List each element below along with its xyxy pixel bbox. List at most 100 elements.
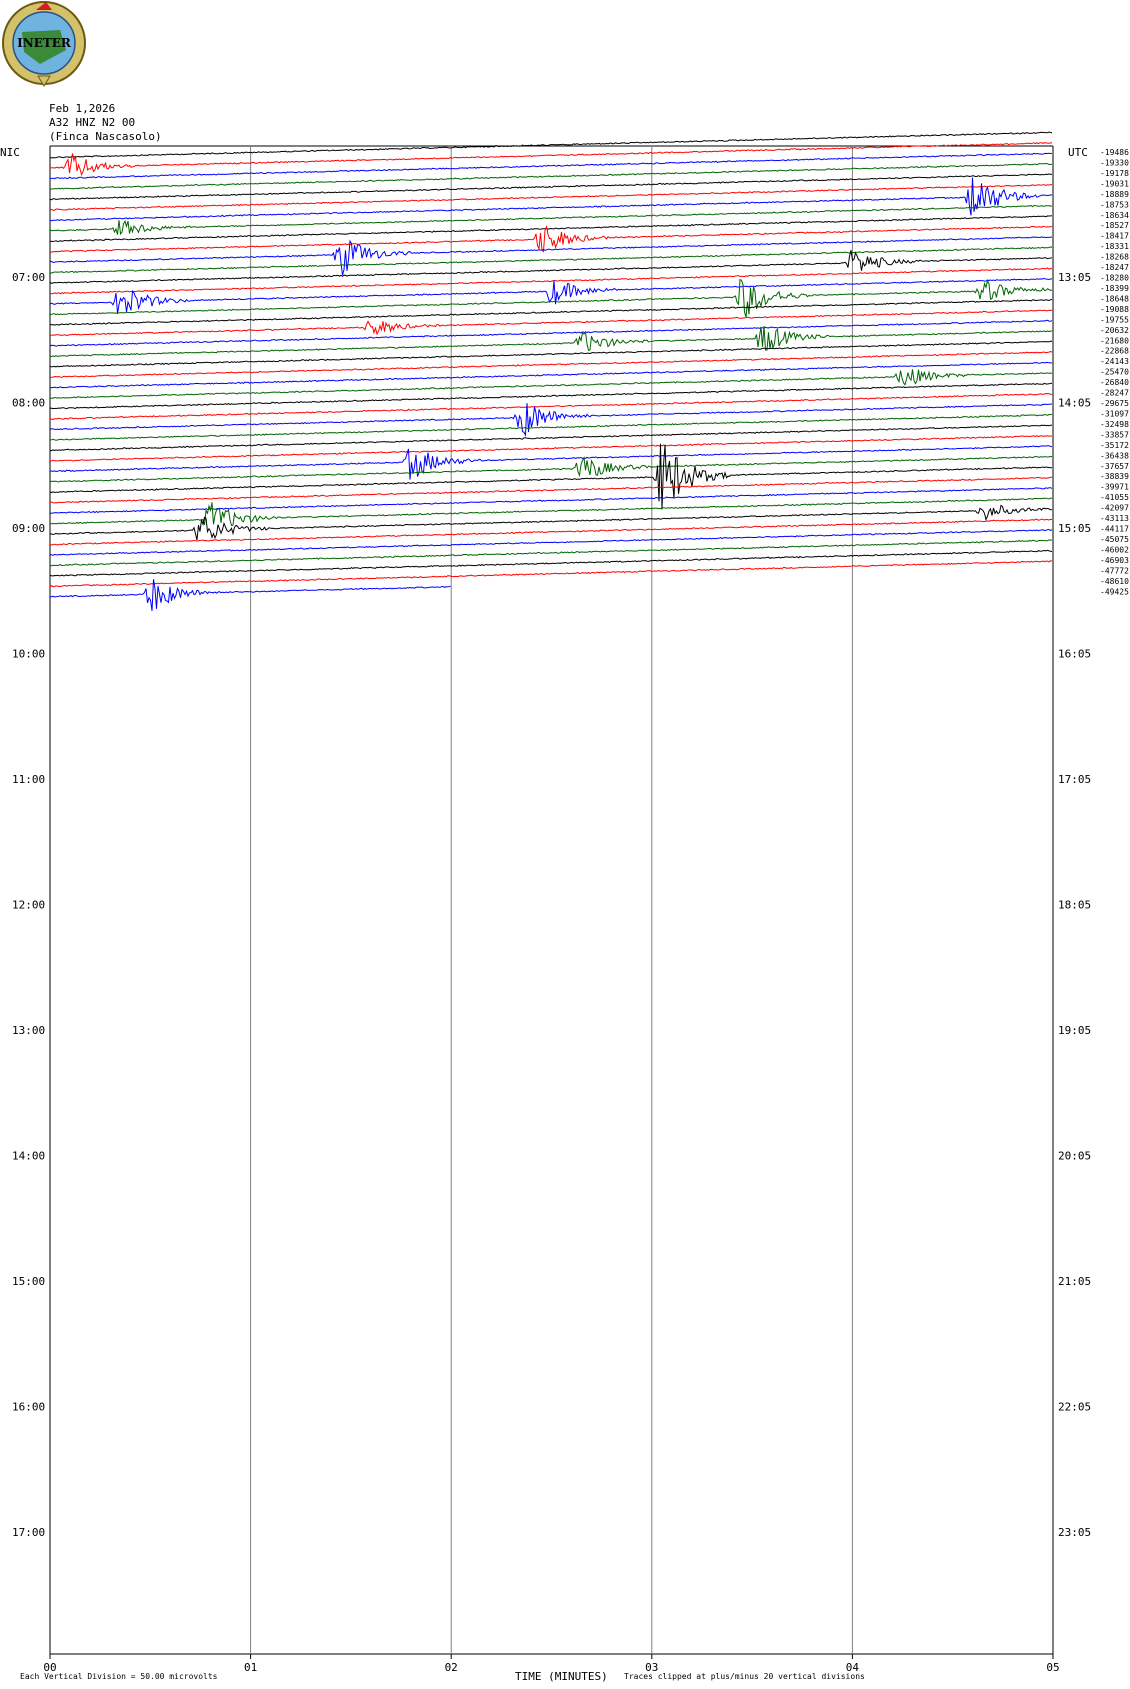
seismic-traces (49, 131, 1053, 611)
trace-line (49, 142, 1053, 177)
trace-offset-label: -39971 (1100, 483, 1129, 492)
trace-line (49, 278, 1053, 318)
right-hour-label: 19:05 (1058, 1024, 1091, 1037)
trace-offset-label: -49425 (1100, 587, 1129, 596)
right-hour-label: 14:05 (1058, 397, 1091, 410)
left-hour-label: 07:00 (12, 271, 45, 284)
trace-line (49, 340, 1053, 368)
trace-offset-label: -19755 (1100, 315, 1129, 324)
ineter-logo: INETER (2, 1, 86, 87)
right-hour-label: 23:05 (1058, 1526, 1091, 1539)
left-hour-label: 10:00 (12, 648, 45, 661)
trace-offset-label: -38839 (1100, 472, 1129, 481)
trace-offset-label: -35172 (1100, 441, 1129, 450)
left-hour-label: 16:00 (12, 1401, 45, 1414)
trace-line (49, 549, 1053, 577)
trace-offset-label: -43113 (1100, 514, 1129, 523)
trace-offset-label: -18648 (1100, 294, 1129, 303)
trace-offset-label: -48610 (1100, 577, 1129, 586)
plot-date: Feb 1,2026 (49, 102, 116, 115)
clip-note: Traces clipped at plus/minus 20 vertical… (624, 1672, 865, 1681)
station-site: (Finca Nascasolo) (49, 130, 162, 143)
trace-line (49, 319, 1053, 347)
x-axis-title: TIME (MINUTES) (515, 1670, 608, 1683)
plot-grid (49, 145, 1054, 1659)
trace-offset-label: -31097 (1100, 409, 1129, 418)
trace-line (50, 309, 1053, 337)
trace-line (49, 177, 1053, 222)
left-hour-label: 17:00 (12, 1526, 45, 1539)
trace-line (49, 382, 1053, 410)
trace-line (50, 579, 451, 611)
trace-line (49, 184, 1053, 211)
trace-line (49, 162, 1053, 190)
trace-line (49, 443, 1053, 510)
trace-line (49, 236, 1053, 276)
trace-offset-label: -44117 (1100, 525, 1129, 534)
trace-line (49, 369, 1053, 399)
trace-line (49, 361, 1052, 389)
trace-line (49, 413, 1053, 441)
right-hour-label: 13:05 (1058, 271, 1091, 284)
trace-offset-label: -45075 (1100, 535, 1129, 544)
left-hour-label: 09:00 (12, 522, 45, 535)
right-hour-label: 16:05 (1058, 648, 1091, 661)
trace-offset-label: -37657 (1100, 462, 1129, 471)
trace-line (50, 152, 1053, 180)
trace-offset-label: -21680 (1100, 336, 1129, 345)
trace-line (49, 204, 1053, 236)
trace-offset-label: -36438 (1100, 451, 1129, 460)
trace-line (49, 173, 1053, 201)
trace-line (49, 278, 1053, 314)
trace-offset-label: -28247 (1100, 389, 1129, 398)
trace-offset-label: -19330 (1100, 158, 1129, 167)
right-hour-label: 21:05 (1058, 1275, 1091, 1288)
trace-offset-label: -18753 (1100, 200, 1129, 209)
trace-line (50, 497, 1053, 527)
trace-offset-label: -33857 (1100, 430, 1129, 439)
trace-offset-label: -46903 (1100, 556, 1129, 565)
trace-line (49, 403, 1053, 437)
trace-offset-label: -46002 (1100, 545, 1129, 554)
x-tick-label: 04 (846, 1661, 860, 1674)
trace-line (49, 392, 1053, 421)
trace-offset-label: -18889 (1100, 190, 1129, 199)
right-hour-label: 22:05 (1058, 1401, 1091, 1414)
trace-offset-label: -18280 (1100, 274, 1129, 283)
scale-note: Each Vertical Division = 50.00 microvolt… (20, 1672, 218, 1681)
x-tick-label: 00 (43, 1661, 56, 1674)
trace-line (49, 445, 1053, 480)
trace-offset-label: -19178 (1100, 169, 1129, 178)
right-hour-label: 18:05 (1058, 899, 1091, 912)
trace-offset-label: -22868 (1100, 347, 1129, 356)
trace-offset-label: -19031 (1100, 179, 1129, 188)
trace-offset-label: -19486 (1100, 148, 1129, 157)
left-hour-label: 11:00 (12, 773, 45, 786)
trace-offset-label: -26840 (1100, 378, 1129, 387)
left-hour-label: 12:00 (12, 899, 45, 912)
x-tick-label: 01 (244, 1661, 257, 1674)
trace-line (49, 435, 1053, 462)
trace-line (49, 325, 1053, 358)
trace-offset-label: -18527 (1100, 221, 1129, 230)
trace-line (49, 529, 1053, 556)
trace-offset-label: -47772 (1100, 566, 1129, 575)
trace-line (49, 250, 1053, 284)
trace-offset-label: -18417 (1100, 232, 1129, 241)
x-tick-label: 05 (1046, 1661, 1059, 1674)
trace-line (49, 504, 1053, 541)
trace-offset-label: -19088 (1100, 305, 1129, 314)
trace-line (49, 131, 1053, 159)
left-timezone-label: NIC (0, 146, 20, 159)
trace-line (49, 539, 1053, 567)
trace-offset-label: -18634 (1100, 211, 1129, 220)
trace-offset-label: -32498 (1100, 420, 1129, 429)
trace-offset-label: -42097 (1100, 504, 1129, 513)
left-hour-label: 08:00 (12, 397, 45, 410)
trace-line (49, 518, 1053, 546)
trace-offset-label: -18399 (1100, 284, 1129, 293)
trace-offset-label: -20632 (1100, 326, 1129, 335)
axis-labels: 00 01 02 03 04 05 07:00 13:05 08:00 14:05 09:00 15:… (12, 148, 1129, 1674)
x-tick-label: 02 (445, 1661, 458, 1674)
